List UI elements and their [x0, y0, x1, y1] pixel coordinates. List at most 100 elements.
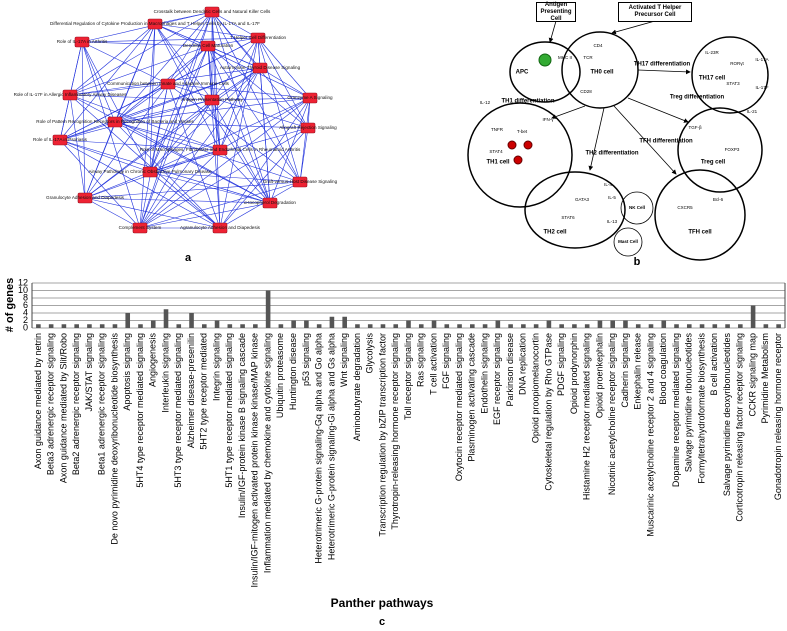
- x-tick-label: Opioid proopiomelanocortin: [531, 333, 541, 443]
- node: [292, 176, 308, 188]
- edge: [149, 171, 301, 183]
- edge: [149, 149, 221, 173]
- node-label: α-tocopherol Degradation: [244, 200, 296, 205]
- bar: [610, 320, 616, 328]
- bar: [533, 324, 539, 328]
- bar: [316, 324, 322, 328]
- box: Activated T Helper Precursor Cell: [618, 2, 692, 22]
- edge: [257, 37, 311, 99]
- node-label: Antigen Presentation Pathway: [181, 97, 243, 102]
- gene-label: IL-5: [608, 195, 616, 200]
- node-label: T Helper Cell Differentiation: [230, 35, 287, 40]
- process-label: TH2 differentiation: [585, 151, 638, 157]
- bar: [482, 324, 488, 328]
- x-tick-label: Plasminogen activating cascade: [467, 333, 477, 462]
- edge: [69, 94, 221, 229]
- cell-outline: [509, 41, 581, 103]
- node-label: Role of Pattern Recognition Receptors in…: [36, 119, 194, 124]
- bar: [61, 324, 67, 328]
- x-tick-label: PDGF signaling: [556, 333, 566, 396]
- node: [252, 62, 268, 74]
- cell-label: TH0 cell: [590, 70, 613, 76]
- y-tick-label: 8: [23, 292, 28, 302]
- edge: [207, 45, 221, 229]
- bar: [48, 324, 54, 328]
- edge: [81, 41, 209, 47]
- bar: [291, 320, 296, 328]
- gene-label: TNFR: [491, 127, 504, 132]
- gene-label: IL-13: [607, 219, 618, 224]
- x-tick-label: 5HT3 type receptor mediated signaling: [173, 333, 183, 488]
- node-label: Differential Regulation of Cytokine Prod…: [50, 21, 260, 26]
- x-tick-label: Aminobutyrate degradation: [352, 333, 362, 441]
- bar: [712, 324, 718, 328]
- edge: [139, 67, 261, 229]
- cell-outline: [613, 227, 643, 257]
- cell-outline: [620, 191, 654, 225]
- x-tick-label: p53 signaling: [301, 333, 311, 386]
- x-tick-label: Gonadotropin releasing hormone receptor: [773, 333, 783, 500]
- node-label: Airway Pathology in Chronic Obstructive …: [88, 169, 212, 174]
- edge: [84, 181, 301, 199]
- node-label: Role of IL-17A in Psoriasis: [33, 137, 88, 142]
- box: Antigen Presenting Cell: [536, 2, 576, 22]
- edge: [84, 83, 169, 199]
- bar: [214, 320, 220, 328]
- x-tick-label: Insulin/IGF-mitogen activated protein ki…: [250, 333, 260, 587]
- x-tick-label: Formyltetrahydroformate biosynthesis: [696, 333, 706, 484]
- arrow: [627, 97, 689, 123]
- edge: [59, 139, 221, 229]
- node: [262, 197, 278, 209]
- edge: [69, 45, 209, 96]
- edge: [114, 83, 169, 123]
- edge: [257, 37, 301, 183]
- x-tick-label: Corticotropin releasing factor receptor …: [735, 333, 745, 522]
- gene-label: IL-17F: [755, 85, 768, 90]
- edge: [81, 37, 259, 43]
- bar: [342, 316, 347, 328]
- edge: [207, 45, 271, 204]
- bar: [431, 320, 437, 328]
- edge: [84, 197, 271, 204]
- gene-label: IL-12: [480, 100, 491, 105]
- edge: [59, 99, 213, 141]
- x-tick-label: Huntington disease: [288, 333, 298, 410]
- edge: [259, 67, 271, 204]
- node-label: Graft-versus-Host Disease Signaling: [263, 179, 338, 184]
- x-tick-label: Endothelin signaling: [479, 333, 489, 414]
- panel-label: b: [634, 256, 641, 268]
- bar: [329, 316, 335, 328]
- edge: [149, 171, 221, 229]
- cell-outline: [691, 36, 769, 114]
- edge: [167, 83, 309, 129]
- edge: [114, 121, 271, 204]
- bar: [125, 313, 131, 328]
- gene-label: STAT6: [561, 215, 575, 220]
- edge: [84, 99, 213, 199]
- x-tick-label: Dopamine receptor mediated signaling: [671, 333, 681, 487]
- x-tick-label: Insulin/IGF-protein kinase B signaling c…: [237, 333, 247, 518]
- edge: [149, 67, 261, 173]
- node-label: Role of Macrophages, Fibroblasts and End…: [140, 147, 301, 152]
- edge: [69, 11, 213, 96]
- edge: [211, 67, 261, 101]
- node-label: Role of IL-17F in Allergic Inflammatory …: [14, 92, 128, 97]
- arrow: [613, 105, 677, 175]
- x-tick-label: Salvage pyrimidine ribonucleotides: [684, 333, 694, 473]
- x-tick-label: Opioid prodynorphin: [569, 333, 579, 414]
- bar: [674, 324, 679, 328]
- arrow: [637, 69, 691, 75]
- x-tick-label: De novo pyrimidine deoxyribonucleotide b…: [109, 333, 119, 545]
- panel-label: c: [379, 616, 385, 628]
- x-tick-label: 5HT1 type receptor mediated signaling: [224, 333, 234, 488]
- cell-outline: [467, 102, 573, 208]
- x-tick-label: T cell activation: [428, 333, 438, 395]
- gene-label: MHC II: [558, 55, 572, 60]
- gene-label: IL-21: [747, 109, 758, 114]
- x-tick-label: FGF signaling: [441, 333, 451, 389]
- cell-label: TH17 cell: [699, 76, 726, 82]
- bar: [240, 324, 245, 328]
- x-tick-label: Heterotrimeric G-protein signaling-Gi al…: [326, 333, 336, 560]
- bar: [763, 324, 769, 328]
